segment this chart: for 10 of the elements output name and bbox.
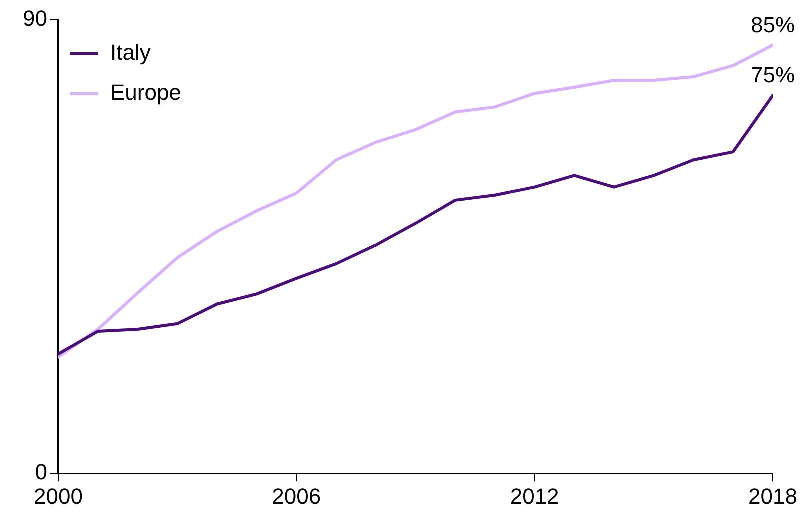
x-tick-label: 2012 (510, 484, 560, 509)
x-tick-label: 2018 (748, 484, 798, 509)
data-label: 85% (750, 12, 796, 38)
y-tick-label: 90 (22, 6, 48, 32)
legend-label: Italy (110, 40, 151, 66)
x-tick-label: 2000 (34, 484, 83, 509)
x-tick-label: 2006 (272, 484, 322, 509)
legend-label: Europe (110, 80, 182, 106)
y-tick-label: 0 (35, 460, 48, 485)
data-label: 75% (750, 62, 796, 88)
